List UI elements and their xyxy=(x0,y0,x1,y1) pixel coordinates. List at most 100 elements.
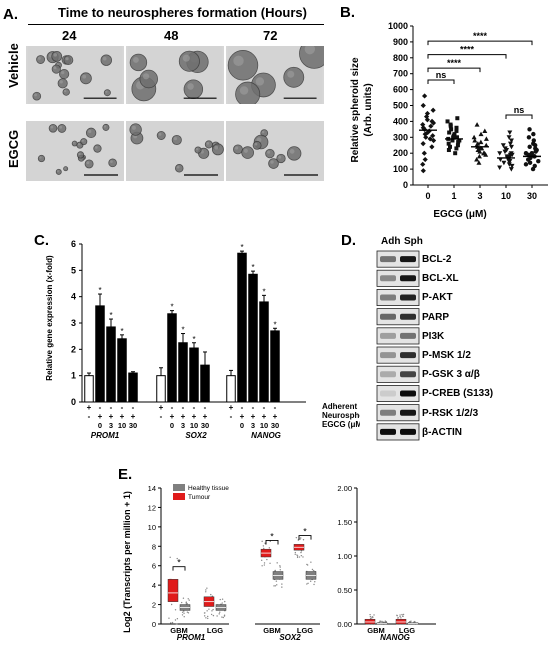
spheroid-highlight xyxy=(59,125,63,129)
e-sig-bracket xyxy=(265,540,279,545)
b-point xyxy=(455,116,460,121)
e-gene-nanog: NANOG xyxy=(380,633,410,642)
c-bar xyxy=(156,375,166,403)
gene-label-prom1: PROM1 xyxy=(91,431,120,440)
c-dose: 10 xyxy=(260,421,268,430)
e-jitter-point xyxy=(306,564,309,566)
b-point xyxy=(508,138,514,143)
micrograph-egcg-24 xyxy=(26,121,124,181)
e-jitter-point xyxy=(372,616,374,618)
b-point xyxy=(423,134,429,140)
e-jitter-point xyxy=(176,623,178,625)
panel-a-title: Time to neurospheres formation (Hours) xyxy=(58,5,307,20)
e-tissue-label: GBM xyxy=(170,626,188,635)
spheroid-highlight xyxy=(37,56,41,60)
e-jitter-point xyxy=(300,550,303,552)
c-adherent-mark: - xyxy=(132,403,135,412)
blot-band-sph xyxy=(400,294,416,301)
micrograph-egcg-48 xyxy=(126,121,224,181)
b-point xyxy=(420,102,426,109)
b-point xyxy=(429,144,435,150)
e-gene-prom1: PROM1 xyxy=(177,633,206,642)
spheroid-highlight xyxy=(53,66,57,70)
e-jitter-point xyxy=(183,612,185,614)
b-point xyxy=(447,130,452,135)
blot-band-sph xyxy=(400,428,416,435)
spheroid-highlight xyxy=(34,93,37,97)
b-xtick-label: 30 xyxy=(527,191,537,201)
b-ytick-label: 400 xyxy=(393,116,408,126)
e-jitter-point xyxy=(306,583,308,585)
spheroid-highlight xyxy=(173,136,178,141)
spheroid-cluster xyxy=(102,123,110,131)
b-point xyxy=(421,93,428,99)
micrograph-background xyxy=(26,121,124,181)
b-point xyxy=(509,163,515,169)
e-tissue-label: GBM xyxy=(367,626,385,635)
c-adherent-mark: + xyxy=(87,403,92,412)
e-jitter-point xyxy=(169,556,171,558)
panel-e-letter: E. xyxy=(118,466,133,483)
e-tissue-label: LGG xyxy=(399,626,415,635)
e-ytick-label: 0.50 xyxy=(337,586,352,595)
b-sig-bracket xyxy=(427,67,481,73)
b-point xyxy=(532,143,538,148)
e-jitter-point xyxy=(281,586,283,588)
e-jitter-point xyxy=(205,617,207,619)
row-label-vehicle: Vehicle xyxy=(6,43,21,88)
spheroid-cluster xyxy=(76,151,85,159)
e-jitter-point xyxy=(302,539,305,541)
c-star: * xyxy=(98,286,101,295)
c-bar xyxy=(117,338,127,403)
b-point xyxy=(482,128,488,133)
panel-b-ylabel-line1: Relative spheroid size xyxy=(350,57,361,162)
b-point xyxy=(506,135,512,140)
c-bar xyxy=(95,305,105,403)
blot-strip xyxy=(376,423,420,441)
blot-strip xyxy=(376,289,420,307)
spheroid-highlight xyxy=(78,152,81,156)
b-xtick-label: 0 xyxy=(425,191,430,201)
e-jitter-point xyxy=(300,554,303,557)
e-jitter-point xyxy=(384,620,387,623)
b-xtick-label: 10 xyxy=(501,191,511,201)
e-jitter-point xyxy=(302,556,304,558)
spheroid-highlight xyxy=(239,86,249,95)
blot-band-adh xyxy=(380,352,396,359)
panel-b-xlabel: EGCG (μM) xyxy=(433,209,486,220)
e-jitter-point xyxy=(299,538,301,540)
c-star: * xyxy=(273,320,276,329)
e-tissue-label: LGG xyxy=(297,626,313,635)
e-jitter-point xyxy=(314,581,316,583)
b-point xyxy=(527,144,532,150)
b-point xyxy=(531,131,536,137)
blot-strip xyxy=(376,384,420,402)
blot-label: P-RSK 1/2/3 xyxy=(422,407,479,419)
c-star: * xyxy=(170,303,173,312)
b-point xyxy=(501,160,507,166)
timepoint-72: 72 xyxy=(263,28,278,43)
blot-band-adh xyxy=(380,256,396,263)
b-sig-label: ns xyxy=(436,70,447,80)
e-jitter-point xyxy=(221,598,224,600)
blot-label: BCL-2 xyxy=(422,254,452,265)
spheroid-highlight xyxy=(88,129,92,134)
micrograph-vehicle-72 xyxy=(226,46,324,104)
c-star: * xyxy=(109,311,112,320)
b-ytick-label: 100 xyxy=(393,164,408,174)
c-sphere-mark: - xyxy=(88,412,91,421)
b-ytick-label: 300 xyxy=(393,132,408,142)
spheroid-highlight xyxy=(176,165,180,169)
b-point xyxy=(454,146,459,151)
spheroid-cluster xyxy=(276,153,286,164)
b-point xyxy=(446,141,451,146)
e-jitter-point xyxy=(399,615,401,618)
e-jitter-point xyxy=(269,540,271,543)
blot-label: BCL-XL xyxy=(422,273,459,285)
c-sphere-mark: + xyxy=(192,412,197,421)
c-adherent-mark: - xyxy=(204,403,207,412)
spheroid-highlight xyxy=(243,148,248,153)
e-jitter-point xyxy=(310,561,312,563)
blot-band-sph xyxy=(400,275,416,282)
spheroid-highlight xyxy=(110,160,113,164)
